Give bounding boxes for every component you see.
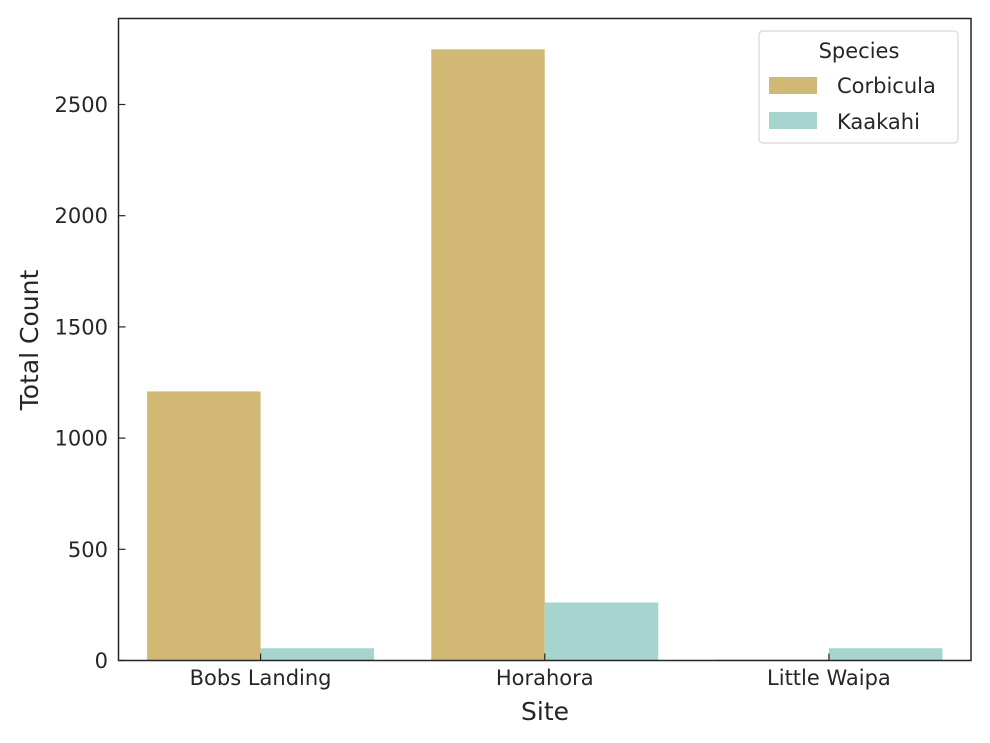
y-axis-ticks: 0 500 1000 1500 2000 2500	[55, 93, 126, 673]
y-tick-label: 0	[95, 649, 108, 673]
plot-frame	[117, 17, 972, 662]
bar-corbicula-bobs-landing	[147, 391, 261, 661]
bar-kaakahi-bobs-landing	[260, 648, 375, 661]
legend-swatch-kaakahi	[769, 112, 817, 129]
y-tick-label: 1500	[55, 315, 108, 339]
y-axis-label: Total Count	[15, 270, 44, 412]
x-axis-label: Site	[521, 697, 569, 726]
y-tick-label: 1000	[55, 427, 108, 451]
legend-label-kaakahi: Kaakahi	[837, 110, 920, 134]
legend: Species Corbicula Kaakahi	[758, 30, 959, 144]
y-tick-label: 500	[68, 538, 108, 562]
x-axis-ticks: Bobs Landing Horahora Little Waipa	[190, 653, 891, 690]
legend-title: Species	[819, 39, 900, 63]
bar-corbicula-horahora	[431, 49, 545, 661]
bar-kaakahi-horahora	[544, 602, 659, 661]
x-tick-label: Little Waipa	[767, 666, 891, 690]
y-tick-label: 2500	[55, 93, 108, 117]
x-tick-label: Bobs Landing	[190, 666, 332, 690]
bars-group	[147, 49, 943, 662]
x-tick-label: Horahora	[496, 666, 594, 690]
legend-swatch-corbicula	[769, 77, 817, 94]
y-tick-label: 2000	[55, 204, 108, 228]
legend-label-corbicula: Corbicula	[837, 74, 936, 98]
bar-kaakahi-little-waipa	[828, 648, 943, 661]
